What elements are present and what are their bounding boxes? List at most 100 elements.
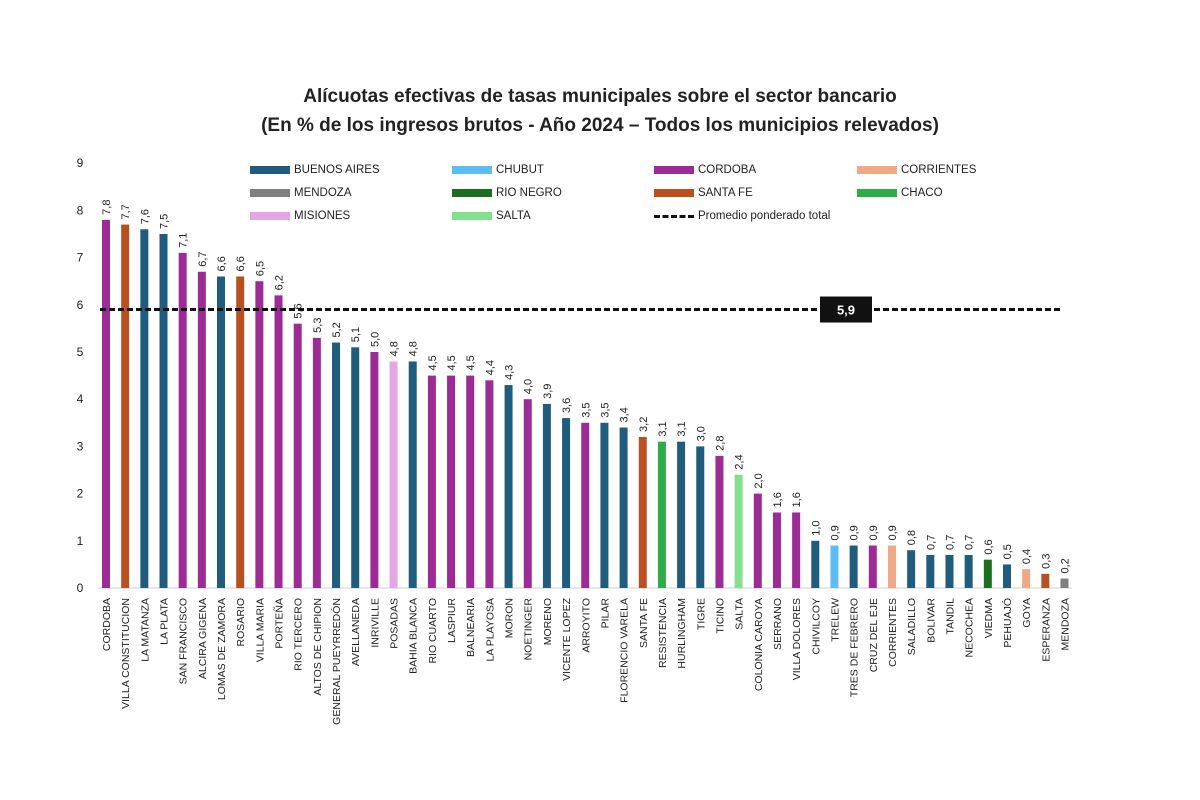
- bar: [523, 399, 532, 588]
- bar: [715, 455, 724, 588]
- legend-swatch: [857, 166, 897, 174]
- x-tick-label: SANTA FE: [638, 598, 650, 648]
- y-tick-label: 8: [77, 203, 84, 217]
- bar: [983, 559, 992, 588]
- chart-title: Alícuotas efectivas de tasas municipales…: [303, 86, 897, 107]
- legend-item: MENDOZA: [250, 186, 352, 200]
- y-tick-label: 1: [77, 534, 84, 548]
- x-tick-label: GENERAL PUEYRREDÓN: [330, 598, 343, 725]
- bar: [1060, 578, 1069, 588]
- x-tick-label: MENDOZA: [1060, 598, 1072, 651]
- legend-label: CORDOBA: [698, 164, 757, 176]
- bar: [868, 545, 877, 588]
- bar: [811, 540, 820, 588]
- bar: [734, 474, 743, 588]
- bar: [772, 512, 781, 588]
- bar: [638, 436, 647, 588]
- x-tick-label: CORRIENTES: [887, 598, 899, 667]
- x-tick-label: AVELLANEDA: [350, 598, 362, 666]
- legend-label: BUENOS AIRES: [294, 164, 380, 176]
- data-label: 2,0: [753, 473, 765, 488]
- x-tick-label: CHIVILCOY: [810, 598, 822, 655]
- y-tick-label: 5: [77, 345, 84, 359]
- x-tick-label: GOYA: [1021, 598, 1033, 628]
- legend-swatch: [250, 166, 290, 174]
- y-tick-label: 2: [77, 487, 84, 501]
- legend-label: Promedio ponderado total: [698, 210, 831, 222]
- data-label: 0,7: [964, 535, 976, 550]
- bar: [197, 271, 206, 588]
- bar: [312, 337, 321, 588]
- bar: [907, 550, 916, 588]
- x-tick-label: TANDIL: [944, 598, 956, 635]
- legend-item: SALTA: [452, 209, 531, 223]
- data-label: 0,7: [925, 535, 937, 550]
- x-tick-label: LASPIUR: [446, 598, 458, 643]
- legend-label: SALTA: [496, 210, 531, 222]
- bar: [178, 252, 187, 588]
- data-label: 1,0: [810, 521, 822, 536]
- bar: [1002, 564, 1011, 588]
- bar: [504, 385, 513, 588]
- bar: [849, 545, 858, 588]
- chart-subtitle: (En % de los ingresos brutos - Año 2024 …: [261, 115, 939, 136]
- bar: [753, 493, 762, 588]
- data-label: 0,2: [1060, 558, 1072, 573]
- x-tick-label: ESPERANZA: [1040, 598, 1052, 662]
- legend-item: MISIONES: [250, 209, 350, 223]
- legend-label: CHUBUT: [496, 164, 544, 176]
- legend-label: SANTA FE: [698, 187, 753, 199]
- legend-label: MENDOZA: [294, 187, 352, 199]
- bar: [217, 276, 226, 588]
- data-label: 4,3: [504, 365, 516, 380]
- bar: [542, 403, 551, 588]
- data-label: 6,6: [235, 256, 247, 271]
- data-label: 6,2: [274, 275, 286, 290]
- x-tick-label: ALCIRA GIGENA: [197, 598, 209, 679]
- data-label: 0,8: [906, 530, 918, 545]
- average-value-box: [820, 296, 872, 323]
- data-label: 7,6: [139, 209, 151, 224]
- data-label: 2,8: [714, 436, 726, 451]
- x-tick-label: POSADAS: [389, 598, 401, 649]
- x-tick-label: HURLINGHAM: [676, 598, 688, 669]
- data-label: 5,6: [293, 303, 305, 318]
- data-label: 7,8: [101, 200, 113, 215]
- legend-swatch: [452, 212, 492, 220]
- data-label: 4,5: [427, 355, 439, 370]
- legend-item: BUENOS AIRES: [250, 163, 380, 177]
- x-tick-label: FLORENCIO VARELA: [619, 598, 631, 703]
- data-label: 0,7: [944, 535, 956, 550]
- data-label: 5,3: [312, 318, 324, 333]
- data-label: 0,9: [868, 525, 880, 540]
- data-label: 4,5: [446, 355, 458, 370]
- data-label: 3,5: [599, 403, 611, 418]
- data-label: 2,4: [734, 454, 746, 469]
- x-tick-label: INRIVILLE: [369, 598, 381, 648]
- x-tick-label: PILAR: [599, 598, 611, 629]
- average-value-label: 5,9: [837, 303, 855, 318]
- data-label: 0,6: [983, 539, 995, 554]
- x-tick-label: SALADILLO: [906, 598, 918, 655]
- bar: [485, 380, 494, 588]
- x-tick-label: RESISTENCIA: [657, 598, 669, 668]
- x-tick-label: LOMAS DE ZAMORA: [216, 598, 228, 700]
- x-tick-label: MORON: [504, 598, 516, 638]
- data-label: 3,2: [638, 417, 650, 432]
- x-tick-label: TRES DE FEBRERO: [849, 598, 861, 697]
- x-tick-label: VILLA MARIA: [254, 598, 266, 662]
- x-tick-label: LA PLATA: [159, 598, 171, 645]
- data-label: 4,5: [465, 355, 477, 370]
- x-tick-label: NOETINGER: [523, 598, 535, 661]
- bar: [657, 441, 666, 588]
- legend-swatch: [857, 189, 897, 197]
- bar: [562, 418, 571, 588]
- x-tick-label: ROSARIO: [235, 598, 247, 646]
- y-tick-label: 3: [77, 439, 84, 453]
- x-tick-label: MORENO: [542, 598, 554, 645]
- y-tick-label: 9: [77, 156, 84, 170]
- x-tick-label: ALTOS DE CHIPION: [312, 598, 324, 696]
- x-tick-label: VILLA CONSTITUCION: [120, 598, 132, 709]
- bar: [600, 422, 609, 588]
- x-tick-label: TRELEW: [829, 598, 841, 642]
